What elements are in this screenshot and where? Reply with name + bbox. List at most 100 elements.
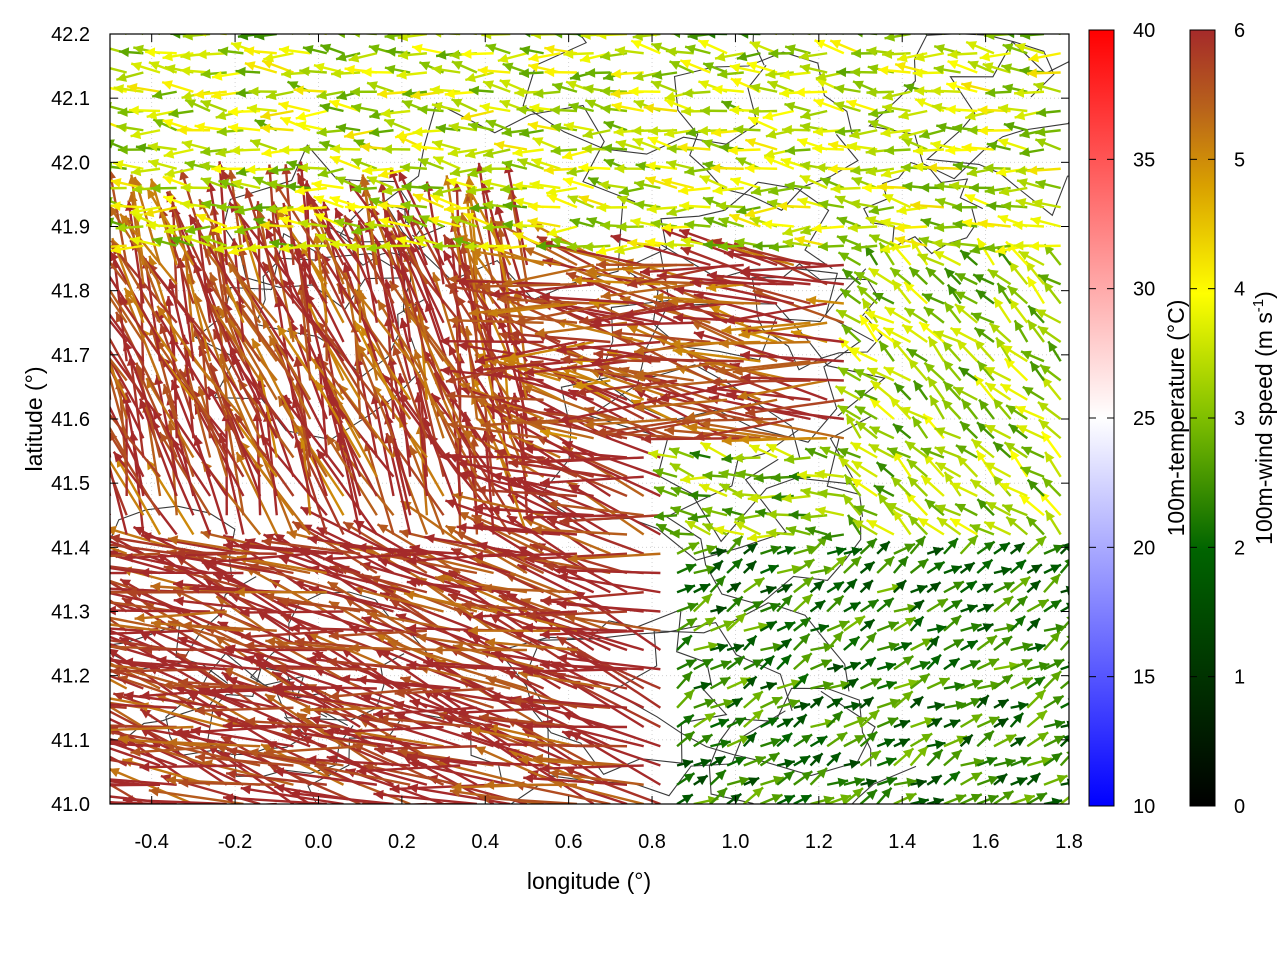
wind-arrow-head [1001,674,1013,685]
wind-arrow-head [86,319,95,330]
wind-arrow-shaft [565,615,661,632]
wind-arrow [976,657,1000,671]
wind-arrow-head [39,540,50,549]
wind-arrow-head [866,789,877,800]
wind-arrow [859,696,875,709]
wind-arrow-head [917,746,928,757]
wind-arrow [110,668,178,690]
wind-arrow-shaft [110,579,144,594]
wind-arrow [527,740,628,750]
wind-arrow [556,653,661,671]
wind-arrow-head [866,731,878,742]
wind-arrow-head [851,701,862,711]
wind-arrow [993,789,1015,804]
wind-arrow [222,685,327,695]
wind-arrow-head [356,675,367,685]
wind-arrow-head [685,659,697,669]
wind-arrow-shaft [110,618,128,632]
wind-arrow [110,629,194,635]
wind-arrow-head [908,679,919,689]
wind-arrow [760,642,784,653]
wind-arrow-shaft [110,742,161,748]
wind-arrow-head [189,583,200,594]
wind-arrow [194,705,294,716]
wind-arrow [110,297,112,304]
wind-arrow-shaft [1059,795,1069,804]
wind-arrow-head [93,328,102,339]
wind-arrow [909,732,933,748]
wind-arrow-head [423,657,434,668]
wind-arrow-head [716,788,727,799]
wind-arrow-head [982,623,994,633]
wind-arrow-head [770,737,782,748]
wind-arrow-head [80,257,89,268]
wind-arrow [456,706,561,718]
wind-arrow [976,603,995,613]
wind-arrow-shaft [484,640,578,652]
wind-arrow-head [837,777,849,788]
wind-arrow [561,730,661,767]
wind-arrow [1043,734,1066,748]
wind-arrow [809,599,826,613]
wind-arrow-head [122,598,133,608]
wind-arrow-head [23,569,33,579]
wind-arrow [776,594,793,613]
wind-arrow-head [1034,642,1046,653]
wind-arrow-head [110,648,119,659]
wind-arrow-head [789,698,800,709]
wind-arrow-shaft [394,687,494,695]
wind-arrow-head [983,730,994,742]
wind-arrow-head [812,753,823,764]
wind-arrow-shaft [178,680,277,690]
wind-arrow [826,710,844,728]
wind-arrow-head [704,713,716,723]
wind-arrow-head [72,394,81,405]
wind-arrow-head [681,635,692,646]
wind-arrow-head [763,655,775,667]
wind-arrow-head [323,804,333,814]
wind-arrow [893,777,918,788]
wind-arrow [110,747,161,767]
wind-arrow [1026,709,1048,728]
wind-arrow [977,680,1001,691]
wind-arrow-head [1005,734,1017,744]
wind-arrow-head [274,783,285,794]
wind-arrow [760,681,778,691]
wind-arrow-head [92,587,103,597]
wind-arrow [976,775,1000,786]
wind-arrow-head [56,781,66,791]
wind-arrow-head [936,624,947,634]
wind-arrow-shaft [257,802,277,804]
wind-arrow-head [1036,793,1047,803]
wind-arrow [859,709,880,728]
wind-arrow-head [848,636,860,647]
wind-arrow-head [564,767,576,777]
wind-arrow [676,772,696,786]
wind-arrow [556,599,661,613]
wind-arrow-head [13,640,24,649]
wind-arrow-head [73,772,83,782]
terrain-contour [708,687,917,804]
wind-arrow [139,708,228,767]
wind-arrow [843,677,859,690]
wind-arrow-head [715,770,726,781]
wind-arrow [156,655,261,671]
wind-arrow [72,394,112,477]
wind-arrow-head [96,439,105,450]
wind-arrow-head [478,712,490,723]
wind-arrow-shaft [308,566,411,594]
wind-arrow-shaft [110,663,144,671]
wind-arrow-head [823,795,835,804]
wind-arrow [859,631,877,651]
wind-arrow-head [799,617,811,628]
wind-arrow [993,595,1014,613]
wind-arrow [810,623,830,634]
wind-arrow [257,802,277,804]
wind-arrow-shaft [710,379,811,384]
wind-arrow [943,598,963,613]
wind-arrow-head [461,600,472,610]
wind-arrow-shaft [539,764,644,770]
wind-arrow-head [50,691,60,701]
wind-arrow-shaft [140,727,244,748]
wind-arrow [692,592,713,613]
